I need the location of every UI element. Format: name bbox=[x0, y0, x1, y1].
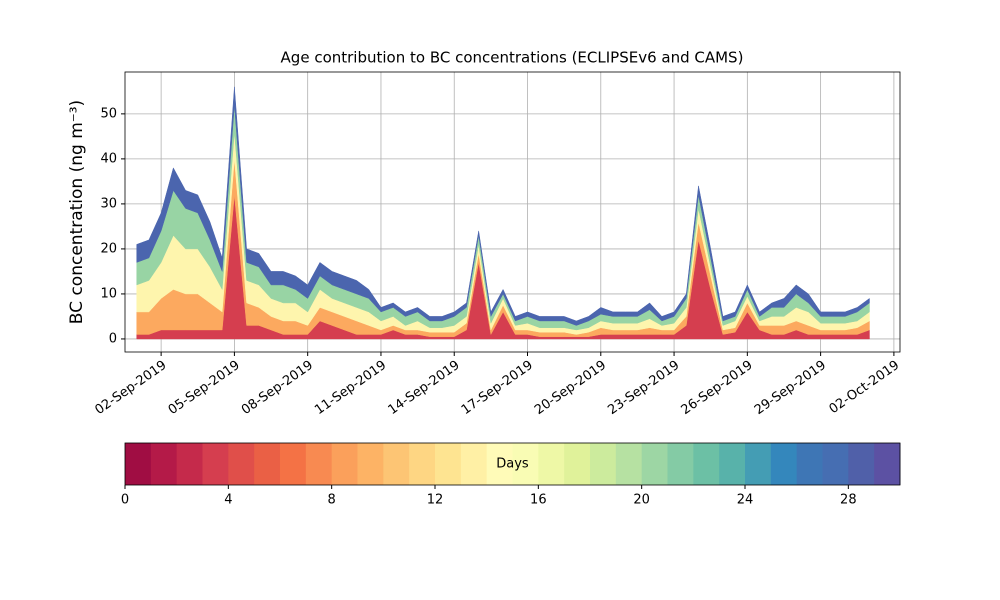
colorbar-bin bbox=[280, 443, 307, 485]
x-tick-label: 02-Sep-2019 bbox=[92, 358, 169, 418]
colorbar-bin bbox=[150, 443, 178, 485]
chart-title: Age contribution to BC concentrations (E… bbox=[281, 49, 744, 67]
x-tick-label: 23-Sep-2019 bbox=[605, 358, 682, 418]
colorbar-tick-label: 0 bbox=[121, 493, 129, 508]
colorbar-bin bbox=[538, 443, 565, 485]
x-tick-label: 02-Oct-2019 bbox=[827, 358, 903, 417]
x-tick-label: 11-Sep-2019 bbox=[312, 358, 389, 418]
colorbar-bin bbox=[254, 443, 281, 485]
colorbar-bin bbox=[512, 443, 539, 485]
colorbar-bin bbox=[409, 443, 436, 485]
colorbar-bin bbox=[357, 443, 384, 485]
y-tick-label: 0 bbox=[109, 331, 117, 346]
colorbar-bin bbox=[641, 443, 668, 485]
colorbar-label: Days bbox=[496, 457, 529, 472]
colorbar-bin bbox=[848, 443, 875, 485]
x-tick-label: 26-Sep-2019 bbox=[679, 358, 756, 418]
y-tick-label: 10 bbox=[100, 286, 117, 301]
colorbar-tick-label: 8 bbox=[328, 493, 336, 508]
y-axis-label: BC concentration (ng m⁻³) bbox=[67, 100, 87, 324]
y-tick-label: 50 bbox=[100, 106, 117, 121]
colorbar-bin bbox=[176, 443, 203, 485]
x-tick-label: 05-Sep-2019 bbox=[166, 358, 243, 418]
colorbar-bin bbox=[331, 443, 358, 485]
colorbar-bin bbox=[383, 443, 410, 485]
colorbar-tick-label: 20 bbox=[633, 493, 650, 508]
colorbar-frame bbox=[124, 442, 901, 486]
colorbar-bin bbox=[615, 443, 643, 485]
colorbar-bin bbox=[590, 443, 617, 485]
colorbar-bin bbox=[460, 443, 488, 485]
colorbar-bin bbox=[228, 443, 255, 485]
colorbar-tick-label: 12 bbox=[427, 493, 444, 508]
colorbar-tick-label: 24 bbox=[737, 493, 754, 508]
x-tick-label: 29-Sep-2019 bbox=[752, 358, 829, 418]
colorbar-bin bbox=[667, 443, 694, 485]
area-layer bbox=[136, 86, 870, 326]
colorbar-bin bbox=[693, 443, 720, 485]
x-tick-label: 14-Sep-2019 bbox=[386, 358, 463, 418]
colorbar-bin bbox=[125, 443, 152, 485]
colorbar-bin bbox=[874, 443, 901, 485]
colorbar-bin bbox=[719, 443, 746, 485]
y-tick-label: 20 bbox=[100, 241, 117, 256]
x-tick-label: 17-Sep-2019 bbox=[459, 358, 536, 418]
y-tick-label: 30 bbox=[100, 196, 117, 211]
colorbar-bin bbox=[564, 443, 591, 485]
colorbar-bin bbox=[305, 443, 333, 485]
x-tick-label: 20-Sep-2019 bbox=[532, 358, 609, 418]
colorbar-tick-label: 4 bbox=[224, 493, 232, 508]
x-tick-label: 08-Sep-2019 bbox=[239, 358, 316, 418]
plot-frame bbox=[124, 71, 901, 353]
colorbar-bin bbox=[745, 443, 772, 485]
colorbar-bin bbox=[796, 443, 823, 485]
colorbar-bin bbox=[486, 443, 513, 485]
colorbar-tick-label: 16 bbox=[530, 493, 547, 508]
colorbar-bin bbox=[202, 443, 229, 485]
colorbar-bin bbox=[770, 443, 798, 485]
colorbar-bin bbox=[822, 443, 849, 485]
y-tick-label: 40 bbox=[100, 151, 117, 166]
colorbar-tick-label: 28 bbox=[840, 493, 857, 508]
colorbar-bin bbox=[435, 443, 462, 485]
